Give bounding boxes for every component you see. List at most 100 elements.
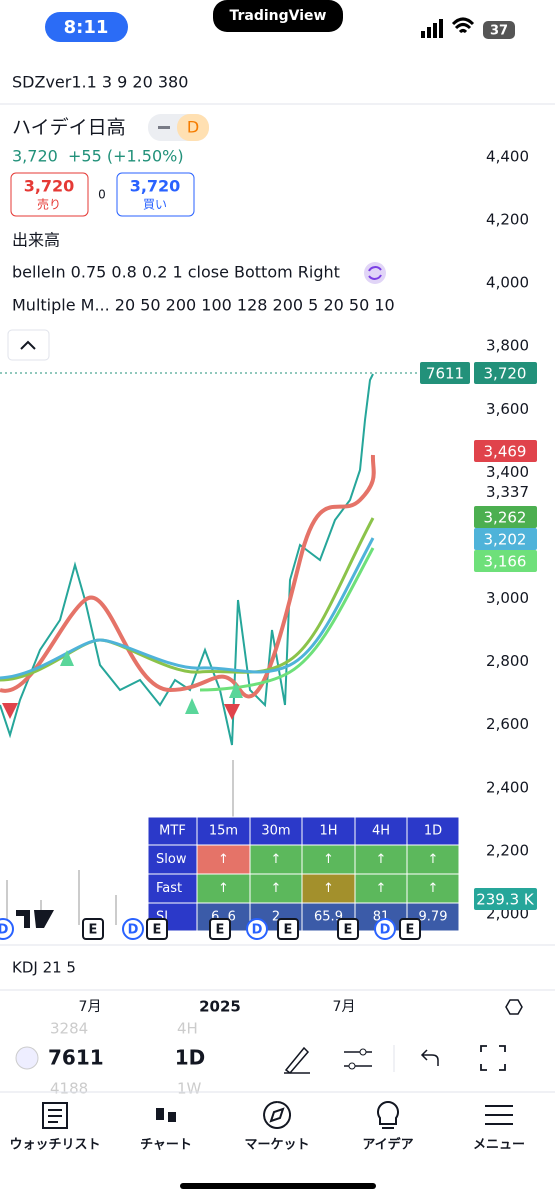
- buy-price: 3,720: [130, 177, 181, 196]
- table-header-cell: [406, 816, 460, 846]
- table-cell: [249, 873, 303, 904]
- undo-icon[interactable]: [420, 1049, 439, 1066]
- event-label: D: [0, 923, 9, 938]
- price-badge: [474, 888, 537, 910]
- table-cell-text: 65.9: [314, 910, 343, 925]
- event-marker[interactable]: [337, 918, 359, 940]
- price-line: [0, 373, 374, 746]
- price-badge-label: 3,720: [484, 365, 527, 383]
- table-cell-text: ↑: [428, 852, 439, 867]
- price-badge-label: 3,262: [484, 509, 527, 527]
- indicator-title[interactable]: SDZver1.1 3 9 20 380: [12, 73, 188, 92]
- event-marker[interactable]: [146, 918, 168, 940]
- tab-label[interactable]: マーケット: [244, 1138, 309, 1153]
- table-cell-text: ↑: [271, 881, 282, 896]
- toolbar-symbol[interactable]: 7611: [48, 1046, 104, 1070]
- table-header: MTF: [159, 824, 186, 839]
- table-cell-text: ↑: [323, 852, 334, 867]
- price-tick-label: 2,800: [486, 652, 529, 670]
- price-tick-label: 3,400: [486, 463, 529, 481]
- price-tick-label: 3,337: [486, 483, 529, 501]
- buy-button[interactable]: [116, 172, 195, 217]
- app-name: TradingView: [230, 8, 327, 24]
- sell-button[interactable]: [10, 172, 89, 217]
- price-badge: [474, 440, 537, 462]
- tab-icon[interactable]: [377, 1101, 399, 1129]
- table-cell-text: ↑: [376, 881, 387, 896]
- table-cell-text: 2: [272, 910, 280, 925]
- indicator-legend[interactable]: 出来高: [12, 231, 60, 250]
- event-marker[interactable]: [0, 918, 14, 940]
- price-badge: [474, 550, 537, 572]
- event-marker[interactable]: [122, 918, 144, 940]
- sell-signals: [2, 703, 240, 720]
- event-marker[interactable]: [399, 918, 421, 940]
- table-header: 4H: [372, 824, 390, 839]
- event-label: E: [406, 923, 415, 938]
- chevron: [20, 340, 36, 350]
- fullscreen-icon[interactable]: [480, 1045, 506, 1071]
- sell-price: 3,720: [24, 177, 75, 196]
- table-header: 15m: [209, 824, 238, 839]
- symbol-name[interactable]: ハイデイ日高: [12, 117, 126, 139]
- symbol-badge-label: 7611: [426, 365, 464, 383]
- refresh-icon[interactable]: [364, 262, 386, 284]
- battery: [483, 21, 515, 39]
- table-cell-text: ↑: [323, 881, 334, 896]
- tab-label[interactable]: アイデア: [362, 1137, 413, 1153]
- tab-icon[interactable]: [42, 1102, 68, 1129]
- event-marker[interactable]: [82, 918, 104, 940]
- price-badge-label: 3,202: [484, 531, 527, 549]
- indicator-legend[interactable]: Multiple M... 20 50 200 100 128 200 5 20…: [12, 296, 395, 315]
- table-header-cell: [147, 816, 198, 846]
- ma-lightgreen: [199, 547, 375, 692]
- event-label: E: [153, 923, 162, 938]
- price-tick-label: 3,800: [486, 337, 529, 355]
- event-marker[interactable]: [277, 918, 299, 940]
- price-badge-label: 239.3 K: [476, 891, 535, 909]
- table-cell-text: ↑: [271, 852, 282, 867]
- event-label: E: [284, 923, 293, 938]
- tab-icon[interactable]: [263, 1101, 292, 1129]
- table-cell: [354, 873, 408, 904]
- ghost: 4H: [177, 1020, 198, 1038]
- table-cell: [406, 902, 460, 932]
- event-marker[interactable]: [209, 918, 231, 940]
- table-header-cell: [196, 816, 251, 846]
- tab-label[interactable]: ウォッチリスト: [9, 1138, 100, 1153]
- price-tick-label: 2,600: [486, 715, 529, 733]
- event-label: E: [89, 923, 98, 938]
- event-marker[interactable]: [246, 918, 268, 940]
- event-label: D: [252, 923, 263, 938]
- price-tick-label: 4,200: [486, 211, 529, 229]
- symbol-badge: [420, 362, 470, 384]
- dynamic-island: [213, 0, 343, 32]
- table-row-label: Slow: [156, 852, 187, 867]
- table-cell-text: ↑: [376, 852, 387, 867]
- settings-icon[interactable]: [505, 999, 523, 1015]
- tab-icon[interactable]: [156, 1103, 176, 1127]
- minus: [158, 126, 170, 129]
- table-header: 30m: [261, 824, 290, 839]
- tab-icon[interactable]: [485, 1105, 513, 1125]
- event-label: E: [216, 923, 225, 938]
- tab-label[interactable]: メニュー: [473, 1138, 525, 1153]
- status-time: 8:11: [64, 17, 109, 38]
- price-badge: [474, 362, 537, 384]
- buy-label: 買い: [143, 198, 167, 212]
- ma-green: [0, 517, 375, 682]
- table-header-cell: [354, 816, 408, 846]
- toolbar-interval[interactable]: 1D: [175, 1046, 206, 1070]
- price-tick-label: 3,000: [486, 589, 529, 607]
- table-header-cell: [301, 816, 356, 846]
- spread: 0: [98, 188, 106, 202]
- event-marker[interactable]: [374, 918, 396, 940]
- indicator-legend[interactable]: belleIn 0.75 0.8 0.2 1 close Bottom Righ…: [12, 263, 340, 282]
- collapse-button[interactable]: [7, 329, 50, 361]
- time-label: 7月: [333, 999, 356, 1015]
- draw-icon[interactable]: [284, 1046, 310, 1075]
- indicator-icon[interactable]: [344, 1051, 372, 1067]
- price-tick-label: 3,600: [486, 400, 529, 418]
- tab-label[interactable]: チャート: [140, 1138, 192, 1153]
- lower-pane-title[interactable]: KDJ 21 5: [12, 959, 76, 977]
